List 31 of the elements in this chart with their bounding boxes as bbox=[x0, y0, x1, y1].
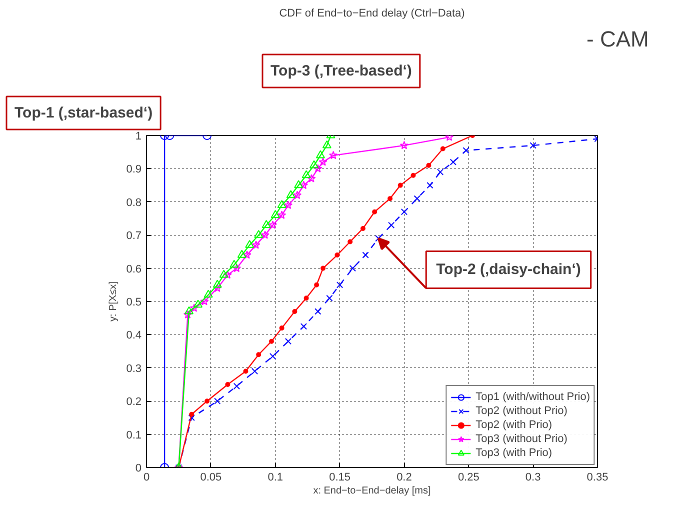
y-tick-label: 0.4 bbox=[126, 330, 142, 342]
y-tick-label: 0.2 bbox=[126, 396, 142, 408]
y-tick-label: 0.1 bbox=[126, 429, 142, 442]
legend-label: Top3 (without Prio) bbox=[476, 432, 568, 446]
y-axis-title: y: P[X≤x] bbox=[108, 281, 120, 322]
x-tick-label: 0.2 bbox=[396, 472, 412, 484]
x-tick-label: 0.3 bbox=[525, 472, 541, 484]
legend-label: Top2 (with Prio) bbox=[476, 418, 552, 432]
x-tick-label: 0.35 bbox=[586, 472, 608, 484]
x-tick-label: 0 bbox=[143, 472, 150, 484]
text: Top-3 (‚Tree-based‘) bbox=[270, 62, 412, 80]
chart-title: CDF of End−to−End delay (Ctrl−Data) bbox=[279, 8, 465, 20]
y-tick-label: 0.3 bbox=[126, 362, 142, 375]
y-tick-label: 0 bbox=[135, 462, 142, 474]
text: Top-1 (‚star-based‘) bbox=[14, 104, 153, 122]
x-tick-label: 0.1 bbox=[268, 472, 284, 484]
text: - CAM bbox=[586, 26, 649, 52]
y-tick-label: 1 bbox=[135, 130, 142, 142]
x-tick-label: 0.15 bbox=[329, 472, 351, 484]
legend-label: Top3 (with Prio) bbox=[476, 446, 552, 460]
y-tick-label: 0.7 bbox=[126, 230, 142, 242]
y-tick-label: 0.6 bbox=[126, 263, 142, 276]
annotation: Top-2 (‚daisy-chain‘) bbox=[436, 261, 581, 278]
x-tick-label: 0.25 bbox=[458, 472, 480, 484]
x-axis-title: x: End−to−End−delay [ms] bbox=[313, 486, 432, 496]
y-tick-label: 0.9 bbox=[126, 164, 142, 176]
y-tick-label: 0.8 bbox=[126, 196, 142, 209]
legend-label: Top2 (without Prio) bbox=[476, 404, 568, 418]
legend-label: Top1 (with/without Prio) bbox=[476, 390, 590, 404]
x-tick-label: 0.05 bbox=[200, 472, 222, 484]
y-tick-label: 0.5 bbox=[126, 296, 142, 308]
